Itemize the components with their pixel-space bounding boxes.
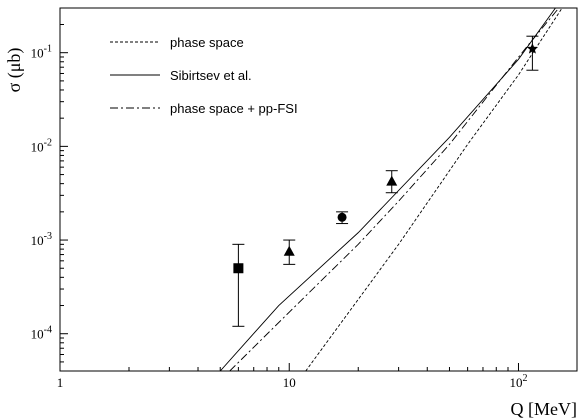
data-point-triangle	[283, 239, 296, 265]
series-line-1	[305, 8, 563, 371]
data-point-star	[526, 35, 539, 71]
y-tick-label: 10-2	[31, 137, 52, 154]
data-point-triangle	[385, 170, 398, 194]
series-line-3	[229, 8, 560, 371]
plot-frame	[59, 7, 578, 372]
y-tick-label: 10-1	[31, 44, 52, 61]
legend-label-sibirtsev: Sibirtsev et al.	[170, 68, 252, 83]
x-tick-label: 1	[57, 375, 64, 390]
x-tick-label: 102	[509, 373, 527, 390]
y-tick-label: 10-3	[31, 231, 52, 248]
data-point-circle	[336, 211, 349, 225]
legend-label-phase-space: phase space	[170, 35, 244, 50]
legend: phase space Sibirtsev et al. phase space…	[110, 35, 298, 116]
series-line-2	[219, 8, 556, 371]
y-tick-label: 10-4	[31, 325, 52, 342]
y-axis-title: σ (μb)	[4, 48, 25, 93]
x-axis-title: Q [MeV]	[511, 399, 577, 419]
legend-label-pp-fsi: phase space + pp-FSI	[170, 101, 298, 116]
data-point-square	[232, 243, 245, 327]
x-tick-label: 10	[283, 375, 296, 390]
